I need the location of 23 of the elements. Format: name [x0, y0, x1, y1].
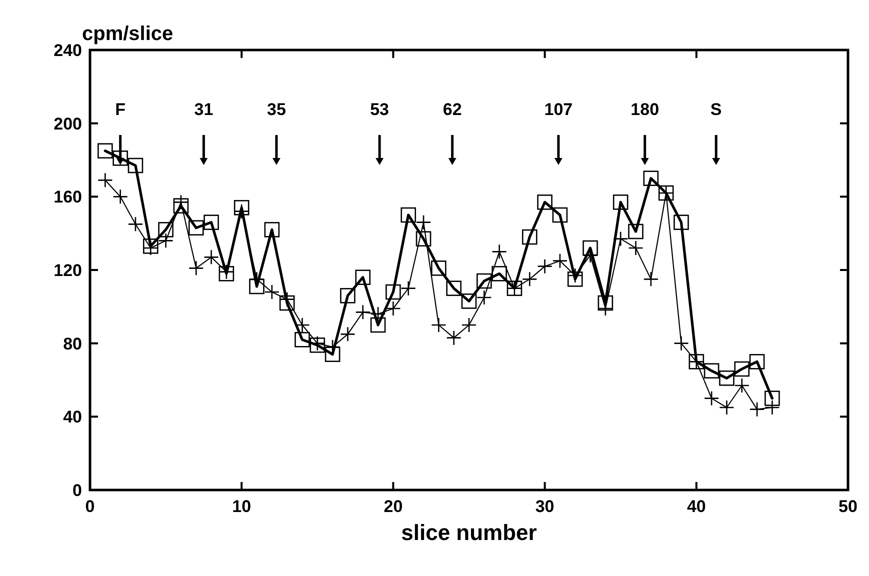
- x-tick-label: 20: [384, 497, 403, 516]
- y-tick-label: 160: [54, 188, 82, 207]
- y-tick-label: 240: [54, 40, 82, 60]
- x-tick-label: 10: [232, 497, 252, 516]
- y-tick-label: 120: [54, 260, 82, 280]
- annotation: 180: [630, 100, 660, 119]
- annotation: 62: [442, 100, 462, 119]
- x-tick-label: 0: [85, 497, 95, 516]
- annotation: 31: [194, 100, 214, 119]
- annotation: 107: [544, 100, 573, 119]
- y-tick-label: 40: [63, 408, 82, 427]
- annotation: 35: [267, 100, 286, 119]
- x-tick-label: 30: [535, 497, 554, 516]
- y-tick-label: 0: [72, 480, 82, 500]
- y-tick-label: 200: [54, 114, 82, 134]
- annotation: 53: [370, 100, 390, 119]
- y-axis-title: cpm/slice: [82, 23, 174, 45]
- annotation: S: [710, 100, 722, 119]
- x-tick-label: 50: [838, 497, 858, 516]
- x-axis-title: slice number: [401, 520, 538, 545]
- annotation: F: [115, 100, 126, 119]
- x-tick-label: 40: [686, 497, 706, 516]
- y-tick-label: 80: [63, 334, 82, 354]
